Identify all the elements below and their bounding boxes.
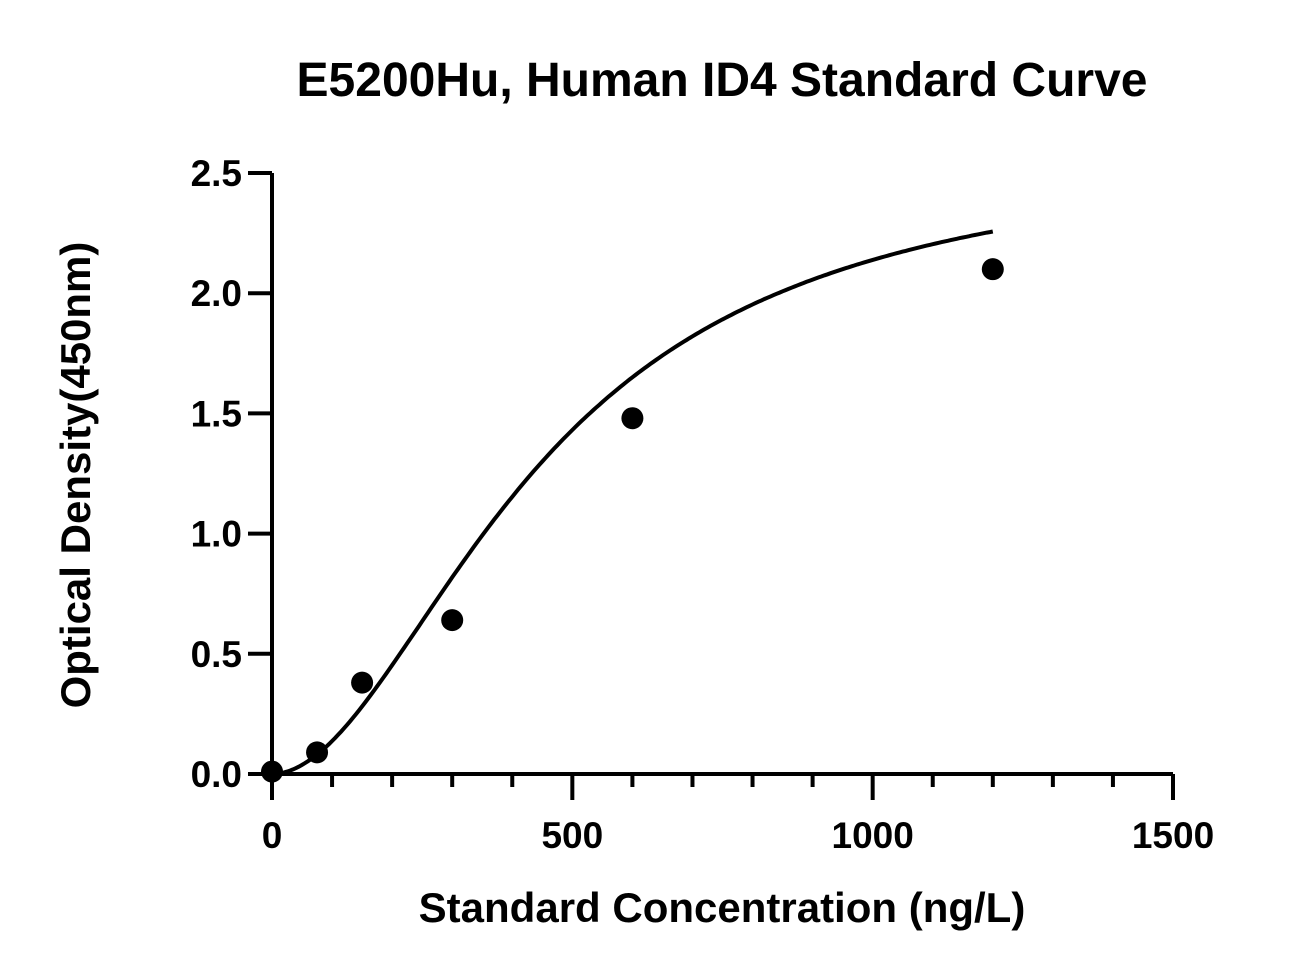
x-tick-label: 1500 (1132, 815, 1214, 856)
data-point (306, 741, 329, 764)
y-tick-label: 1.0 (191, 514, 242, 555)
data-point (981, 258, 1004, 281)
y-axis-label: Optical Density(450nm) (52, 242, 99, 709)
x-ticks: 0 500 1000 1500 (262, 774, 1214, 856)
y-tick-label: 1.5 (191, 393, 242, 434)
y-tick-label: 2.0 (191, 273, 242, 314)
x-tick-label: 1000 (832, 815, 914, 856)
data-point (441, 609, 464, 632)
chart-title: E5200Hu, Human ID4 Standard Curve (297, 54, 1148, 107)
x-tick-label: 0 (262, 815, 283, 856)
y-ticks: 0.0 0.5 1.0 1.5 2.0 2.5 (191, 153, 272, 795)
x-tick-label: 500 (541, 815, 603, 856)
y-tick-label: 0.5 (191, 634, 242, 675)
x-axis-label: Standard Concentration (ng/L) (419, 884, 1026, 931)
y-tick-label: 0.0 (191, 754, 242, 795)
data-points (261, 258, 1004, 783)
data-point (261, 760, 283, 783)
y-tick-label: 2.5 (191, 153, 242, 194)
data-point (351, 671, 374, 694)
data-point (621, 407, 644, 430)
fit-curve (271, 229, 994, 776)
